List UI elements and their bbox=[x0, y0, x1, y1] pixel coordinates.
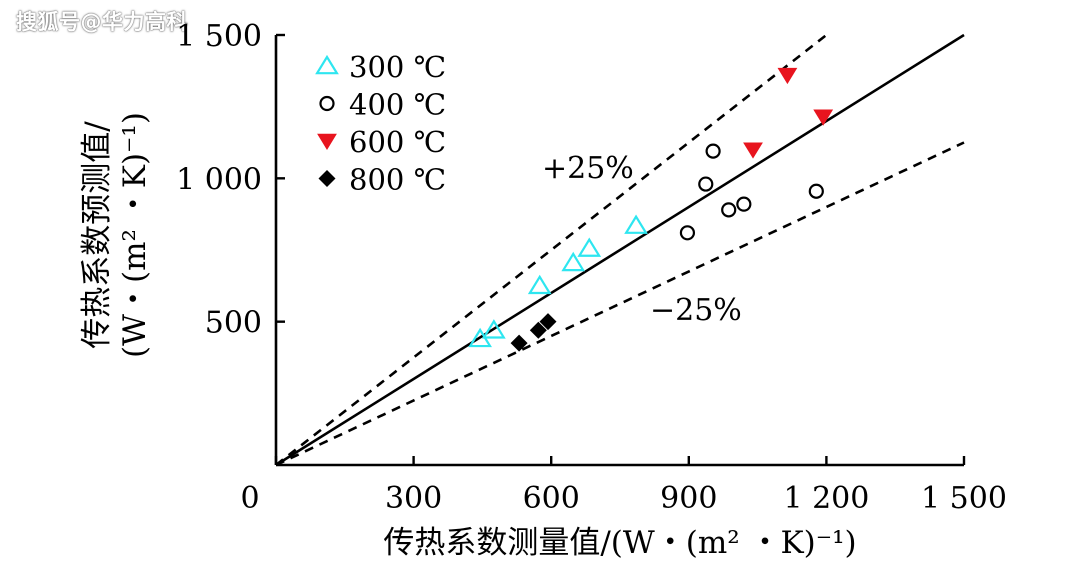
point-3-1 bbox=[529, 321, 547, 339]
point-1-5 bbox=[808, 183, 824, 199]
x-tick-label: 0 bbox=[240, 481, 259, 516]
point-2-1 bbox=[777, 67, 798, 85]
x-tick-label: 900 bbox=[660, 481, 717, 516]
point-0-3 bbox=[561, 251, 586, 272]
y-axis-title-line1: 传热系数预测值/ bbox=[79, 121, 115, 349]
point-0-1 bbox=[482, 319, 506, 339]
point-1-4 bbox=[736, 196, 752, 212]
point-3-2 bbox=[539, 313, 557, 331]
y-tick-label: 1 500 bbox=[176, 19, 262, 54]
x-tick-label: 600 bbox=[523, 481, 580, 516]
point-2-0 bbox=[743, 142, 763, 159]
data-points bbox=[468, 67, 834, 352]
point-1-2 bbox=[705, 143, 721, 159]
legend-label-1: 400 ℃ bbox=[349, 88, 446, 122]
legend-label-3: 800 ℃ bbox=[349, 163, 446, 197]
legend-marker-0 bbox=[315, 54, 339, 75]
legend-marker-3 bbox=[318, 170, 336, 187]
point-1-3 bbox=[721, 202, 737, 218]
point-1-1 bbox=[698, 176, 714, 192]
x-tick-label: 1 500 bbox=[921, 481, 1007, 516]
watermark: 搜狐号@华力高科 bbox=[16, 10, 188, 34]
point-0-5 bbox=[624, 214, 648, 234]
y-tick-label: 1 000 bbox=[176, 162, 262, 197]
x-tick-label: 1 200 bbox=[783, 481, 869, 516]
point-3-0 bbox=[510, 334, 528, 352]
y-axis-title-group: 传热系数预测值/ (W・(m² ・K)⁻¹) bbox=[79, 112, 153, 358]
ticks: 0 300 600 900 1 200 1 500 500 1 000 1 500 bbox=[176, 19, 1007, 516]
point-0-4 bbox=[577, 237, 602, 257]
reference-lines: +25% −25% bbox=[275, 33, 965, 467]
y-tick-label: 500 bbox=[205, 306, 262, 341]
legend-marker-2 bbox=[317, 133, 337, 150]
point-2-2 bbox=[813, 109, 834, 126]
axes bbox=[274, 35, 964, 467]
y-axis-title-line2: (W・(m² ・K)⁻¹) bbox=[117, 112, 153, 358]
annotation-plus25: +25% bbox=[542, 151, 634, 186]
point-0-2 bbox=[527, 274, 552, 295]
reference-line-0 bbox=[275, 33, 965, 467]
x-axis-title: 传热系数测量值/(W・(m² ・K)⁻¹) bbox=[383, 525, 856, 561]
x-tick-label: 300 bbox=[385, 481, 442, 516]
point-1-0 bbox=[679, 225, 696, 241]
legend-label-2: 600 ℃ bbox=[349, 125, 446, 159]
legend-label-0: 300 ℃ bbox=[349, 50, 446, 84]
legend-marker-1 bbox=[319, 95, 335, 112]
annotation-minus25: −25% bbox=[650, 293, 742, 328]
reference-line-1 bbox=[275, 33, 828, 467]
